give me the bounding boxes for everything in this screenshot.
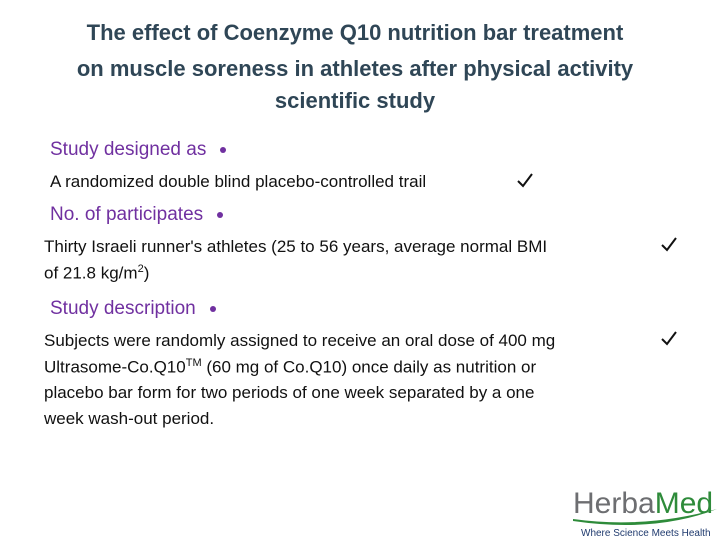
title-line: on muscle soreness in athletes after phy… <box>76 56 634 81</box>
section-heading: No. of participates <box>50 204 224 226</box>
logo-swoosh <box>573 509 717 525</box>
superscript: TM <box>185 357 202 369</box>
body-line: placebo bar form for two periods of one … <box>44 383 534 403</box>
bullet <box>209 305 216 312</box>
body-text: week wash-out period. <box>44 409 215 428</box>
bullet <box>217 211 224 218</box>
superscript: 2 <box>137 263 144 275</box>
logo-part: Med <box>655 487 713 520</box>
body-text: ) <box>143 263 150 283</box>
body-text: Subjects were randomly assigned to recei… <box>44 331 556 350</box>
body-text: of 21.8 kg/m <box>44 263 138 283</box>
logo-text: HerbaMed <box>573 487 713 520</box>
body-line: Subjects were randomly assigned to recei… <box>44 331 555 351</box>
logo: HerbaMed Where Science Meets Health <box>573 487 717 539</box>
heading-text: Study designed as <box>50 139 207 160</box>
heading-text: Study description <box>50 298 196 319</box>
body-line: of 21.8 kg/m2) <box>44 263 149 284</box>
body-text: Thirty Israeli runner's athletes (25 to … <box>44 237 548 256</box>
heading-text: No. of participates <box>50 204 204 225</box>
check-mark <box>661 237 677 252</box>
body-text: placebo bar form for two periods of one … <box>44 383 535 402</box>
title-line: The effect of Coenzyme Q10 nutrition bar… <box>86 20 624 45</box>
body-line: Thirty Israeli runner's athletes (25 to … <box>44 237 547 257</box>
body-line: A randomized double blind placebo-contro… <box>50 172 426 192</box>
section-heading: Study designed as <box>50 139 227 161</box>
check-mark <box>517 173 533 188</box>
title-line: scientific study <box>274 88 436 113</box>
body-line: Ultrasome-Co.Q10TM (60 mg of Co.Q10) onc… <box>44 357 536 378</box>
body-text: (60 mg of Co.Q10) once daily as nutritio… <box>201 357 537 377</box>
body-text: A randomized double blind placebo-contro… <box>50 172 427 191</box>
logo-part: Herba <box>573 487 655 520</box>
bullet <box>220 146 227 153</box>
body-line: week wash-out period. <box>44 409 214 429</box>
logo-tagline: Where Science Meets Health <box>581 528 711 539</box>
section-heading: Study description <box>50 298 216 320</box>
check-mark <box>661 331 677 346</box>
body-text: Ultrasome-Co.Q10 <box>44 357 186 377</box>
